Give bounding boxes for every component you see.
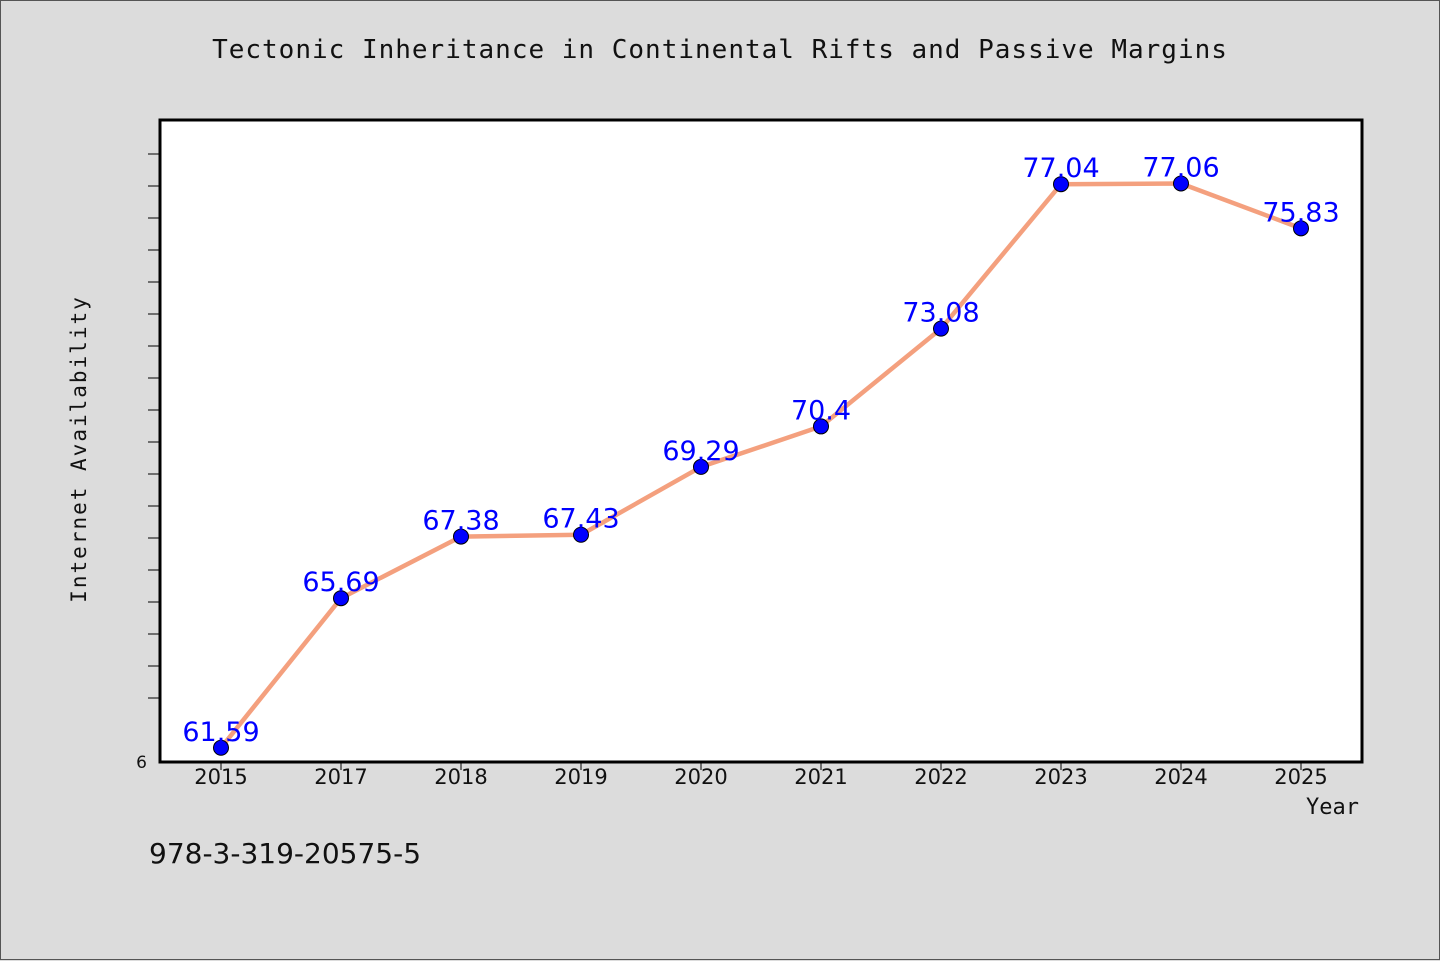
data-point (1173, 175, 1189, 192)
isbn-text: 978-3-319-20575-5 (149, 837, 422, 870)
data-label: 69.29 (662, 436, 739, 467)
x-tick-label: 2017 (314, 765, 367, 789)
x-tick-label: 2018 (434, 765, 487, 789)
x-tick-label: 2024 (1154, 765, 1207, 789)
data-label: 75.83 (1262, 197, 1339, 228)
data-label: 61.59 (182, 717, 259, 748)
data-point (333, 590, 349, 607)
data-point (1053, 176, 1069, 193)
x-tick-label: 2020 (674, 765, 727, 789)
data-point (573, 526, 589, 543)
data-point (453, 528, 469, 545)
data-label: 67.38 (422, 506, 499, 537)
x-tick-label: 2023 (1034, 765, 1087, 789)
data-point (813, 418, 829, 435)
x-axis-ticks: 2015 2017 2018 2019 2020 2021 2022 2023 2024 2025 (194, 762, 1328, 789)
data-label: 65.69 (302, 567, 379, 598)
data-label: 73.08 (902, 298, 979, 329)
x-tick-label: 2019 (554, 765, 607, 789)
plot-area (158, 118, 1364, 764)
series-group (213, 175, 1309, 756)
data-labels: 61.59 65.69 67.38 67.43 69.29 70.4 73.08 77.04 7… (182, 152, 1339, 747)
x-tick-label: 2025 (1274, 765, 1327, 789)
data-label: 77.06 (1142, 152, 1219, 183)
y-tick-label: 6 (136, 753, 147, 773)
chart-title: Tectonic Inheritance in Continental Rift… (212, 35, 1228, 65)
x-tick-label: 2021 (794, 765, 847, 789)
y-axis-ticks: 6 (136, 153, 160, 773)
x-tick-label: 2022 (914, 765, 967, 789)
x-tick-label: 2015 (194, 765, 247, 789)
data-label: 77.04 (1022, 153, 1099, 184)
data-point (1293, 220, 1309, 237)
data-point (933, 320, 949, 337)
x-axis-label: Year (1306, 795, 1359, 820)
data-label: 70.4 (791, 395, 851, 426)
series-line (219, 181, 1302, 750)
data-point (213, 739, 229, 756)
data-label: 67.43 (542, 504, 619, 535)
data-point (693, 458, 709, 475)
